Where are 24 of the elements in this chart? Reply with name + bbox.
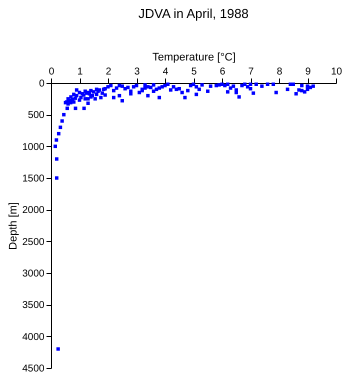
chart-title: JDVA in April, 1988 [138,6,249,21]
y-tick-label: 500 [28,110,45,122]
y-tick-label: 4000 [22,332,45,343]
x-tick-label: 7 [248,66,254,78]
x-tick-label: 3 [134,66,140,78]
y-axis-title: Depth [m] [7,202,20,250]
x-tick-label: 5 [191,66,198,78]
y-tick-label: 2000 [22,205,45,216]
y-tick-label: 2500 [22,236,45,248]
y-tick-label: 0 [38,78,45,90]
x-tick-label: 2 [106,66,112,78]
y-tick-label: 1000 [22,142,45,153]
x-tick-label: 6 [220,66,226,78]
y-tick-label: 3000 [22,268,45,280]
x-tick-label: 9 [305,66,312,78]
y-tick-label: 4500 [22,364,45,374]
x-tick-label: 0 [48,66,55,78]
x-tick-label: 8 [276,66,283,78]
x-tick-label: 10 [330,66,342,78]
y-tick-label: 1500 [22,174,45,184]
x-tick-label: 4 [162,66,169,78]
x-tick-label: 1 [77,66,84,78]
x-axis-title: Temperature [°C] [152,52,236,64]
y-tick-label: 3500 [22,300,45,312]
